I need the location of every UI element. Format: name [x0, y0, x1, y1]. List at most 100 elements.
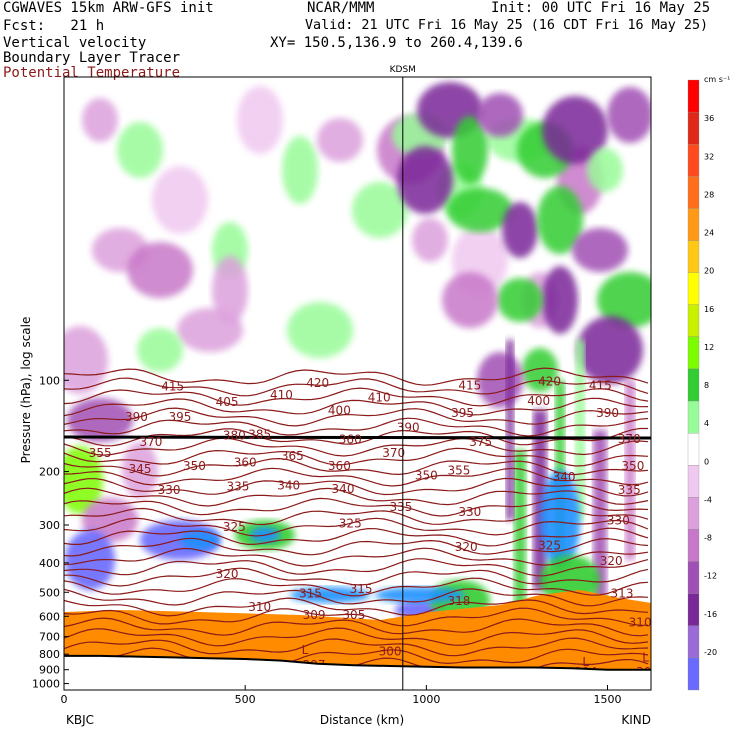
y-tick-label: 800 [39, 648, 60, 661]
colorbar-swatch [687, 176, 700, 209]
y-tick-label: 1000 [32, 678, 60, 691]
w-blob [317, 118, 363, 162]
y-tick-label: 900 [39, 664, 60, 677]
colorbar-label: 4 [704, 419, 709, 428]
field-vertical-velocity: Vertical velocity [3, 35, 147, 51]
colorbar-swatch [687, 497, 700, 530]
w-blob [497, 278, 543, 322]
theta-line [64, 527, 649, 547]
colorbar-label: -8 [704, 534, 712, 543]
theta-label: 395 [451, 406, 474, 420]
theta-label: 395 [168, 410, 191, 424]
colorbar-swatch [687, 272, 700, 305]
w-blob [607, 87, 651, 143]
theta-line [64, 588, 649, 607]
theta-label: 355 [448, 463, 471, 477]
colorbar-swatch [687, 593, 700, 626]
w-blob [587, 148, 623, 192]
w-column [593, 430, 607, 610]
x-endpoint-left: KBJC [66, 713, 94, 727]
theta-label: 370 [140, 435, 163, 449]
theta-label: 300 [379, 645, 402, 659]
w-blob [542, 96, 608, 164]
w-blob [152, 166, 208, 234]
theta-line [64, 407, 649, 427]
x-endpoint-right: KIND [621, 713, 651, 727]
w-blob [397, 146, 453, 214]
theta-label: 335 [390, 500, 413, 514]
theta-label: 325 [538, 538, 561, 552]
w-blob [282, 136, 318, 204]
colorbar-swatch [687, 400, 700, 434]
terrain-line [64, 654, 651, 671]
theta-label: 313 [611, 587, 634, 601]
theta-label: 420 [538, 375, 561, 389]
theta-line [64, 487, 649, 507]
w-blob [537, 186, 583, 254]
y-tick-label: 600 [39, 610, 60, 623]
colorbar-swatch [687, 336, 700, 370]
theta-label: 305 [342, 608, 365, 622]
theta-label: 400 [328, 404, 351, 418]
x-tick-label: 1500 [594, 693, 622, 706]
theta-label: 309 [303, 608, 326, 622]
colorbar-swatch [687, 240, 700, 273]
theta-label: 420 [306, 376, 329, 390]
theta-line [64, 447, 649, 467]
colorbar-swatch [687, 368, 700, 402]
w-blob [502, 202, 538, 258]
colorbar-swatch [687, 561, 700, 594]
w-column [575, 340, 585, 520]
w-lowlevel [375, 587, 465, 603]
theta-line [64, 577, 649, 597]
colorbar-label: 8 [704, 381, 709, 390]
theta-label: 330 [158, 483, 181, 497]
w-lowlevel [540, 470, 580, 570]
theta-line [64, 437, 649, 457]
theta-line [64, 617, 649, 637]
low-marker: L [302, 643, 309, 657]
low-marker: L [642, 650, 649, 664]
w-blob [127, 242, 193, 298]
theta-label: 340 [332, 482, 355, 496]
theta-line [64, 497, 649, 517]
theta-label: 350 [415, 468, 438, 482]
w-blob [287, 302, 353, 358]
theta-line [64, 567, 649, 587]
colorbar-label: -20 [704, 648, 717, 657]
theta-label: 320 [216, 567, 239, 581]
colorbar-swatch [687, 465, 700, 498]
w-blob [352, 182, 408, 238]
w-blob [447, 188, 513, 232]
theta-line [64, 467, 649, 487]
plot-frame [63, 76, 652, 691]
colorbar-swatch [687, 79, 700, 113]
w-blob [542, 266, 578, 334]
theta-label: 370 [618, 432, 641, 446]
w-blob [212, 256, 248, 324]
vertical-velocity-field [64, 82, 651, 630]
colorbar-swatch [687, 529, 700, 562]
theta-label: 385 [248, 428, 271, 442]
theta-label: 360 [339, 433, 362, 447]
x-tick-label: 500 [235, 693, 256, 706]
valid-time: Valid: 21 UTC Fri 16 May 25 (16 CDT Fri … [305, 18, 709, 33]
colorbar-label: -4 [704, 495, 712, 504]
theta-label: 335 [618, 483, 641, 497]
model-title: CGWAVES 15km ARW-GFS init [3, 0, 214, 16]
colorbar-swatch [687, 304, 700, 337]
theta-contours: 415 420 415 420 415 405 410 410 400 390 395 400 395 3… [64, 367, 651, 679]
y-tick-label: 500 [39, 586, 60, 599]
theta-label: 315 [350, 582, 373, 596]
cross-section-endpoints: XY= 150.5,136.9 to 260.4,139.6 [270, 35, 523, 51]
institution-label: NCAR/MMM [307, 0, 375, 16]
theta-label: 415 [161, 380, 184, 394]
w-blob [452, 116, 488, 184]
theta-label: 390 [596, 406, 619, 420]
theta-label: 355 [89, 446, 112, 460]
colorbar-label: 0 [704, 457, 709, 466]
x-tick-label: 1000 [412, 693, 440, 706]
theta-line [64, 457, 649, 477]
theta-label: 415 [589, 378, 612, 392]
colorbar-label: -12 [704, 572, 717, 581]
